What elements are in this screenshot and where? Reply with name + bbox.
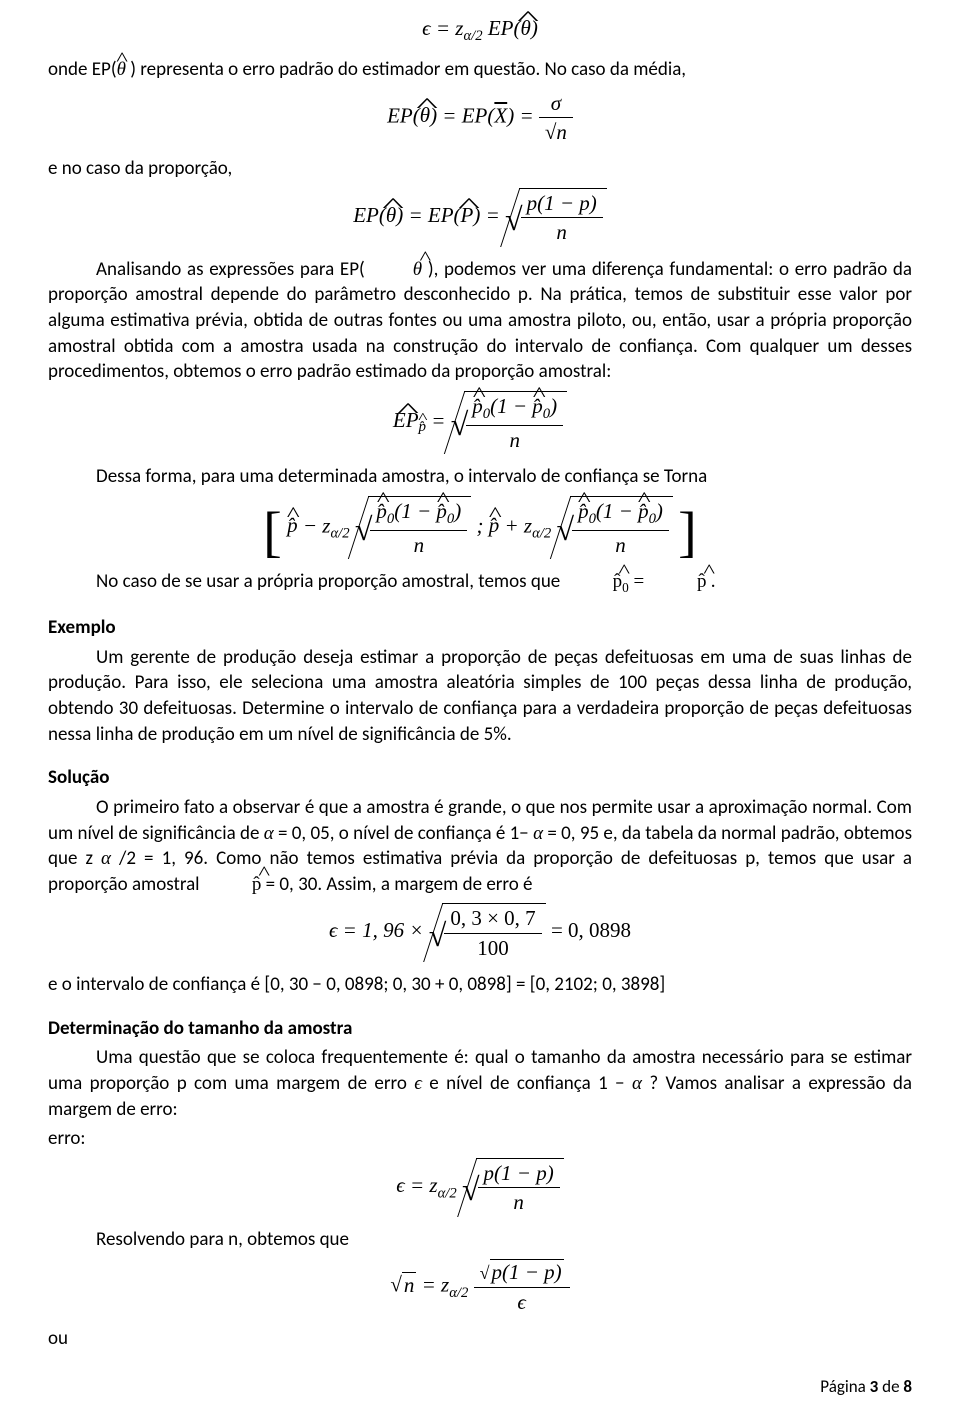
feh-lhs: EP <box>393 406 419 434</box>
fp-theta: θ <box>386 201 396 229</box>
footer-label-b: de <box>878 1376 903 1397</box>
fm-theta: θ <box>420 101 430 129</box>
para-1: onde EP(θ ) representa o erro padrão do … <box>48 57 912 83</box>
fm-xbar: X <box>494 103 507 127</box>
fp-P: P <box>461 201 474 229</box>
formula-eps-general: ϵ = zα/2 √ p(1 − p) n <box>48 1158 912 1217</box>
fm-c: ) = <box>507 103 533 127</box>
formula-ep-prop: EP(θ) = EP(P) = √ p(1 − p) n <box>48 188 912 247</box>
formula-interval: [ p̂ − zα/2 √ p̂0(1 − p̂0) n ; p̂ + zα/2… <box>48 496 912 559</box>
para-3: Analisando as expressões para EP(θ ), po… <box>48 257 912 385</box>
p3-theta: θ <box>365 257 422 283</box>
p5a: No caso de se usar a própria proporção a… <box>96 570 565 593</box>
lbracket: [ <box>263 501 282 563</box>
fp-den: n <box>521 218 603 246</box>
formula-sqrt-n: √n = zα/2 √p(1 − p) ϵ <box>48 1258 912 1316</box>
fp-c: ) = <box>473 203 499 227</box>
footer-total: 8 <box>903 1376 912 1397</box>
footer-label-a: Página <box>820 1376 869 1397</box>
p3a: Analisando as expressões para EP( <box>96 258 365 281</box>
para-det-1: Uma questão que se coloca frequentemente… <box>48 1045 912 1122</box>
para-exemplo: Um gerente de produção deseja estimar a … <box>48 645 912 748</box>
p1-theta: θ <box>117 57 126 83</box>
fp-b: ) = EP( <box>396 203 460 227</box>
heading-solucao: Solução <box>48 765 912 791</box>
para-det-2: Resolvendo para n, obtemos que <box>48 1227 912 1253</box>
p5-eq: p̂0 = p̂ <box>565 571 707 592</box>
p1b: ) representa o erro padrão do estimador … <box>126 58 686 81</box>
fp-rad: p(1 − p) n <box>519 188 607 247</box>
heading-determinacao: Determinação do tamanho da amostra <box>48 1016 912 1042</box>
formula-ep-mean: EP(θ) = EP(X) = σ √n <box>48 89 912 147</box>
page-footer: Página 3 de 8 <box>820 1376 912 1397</box>
formula-ep-hat: EPp̂ = √ p̂0(1 − p̂0) n <box>48 391 912 454</box>
para-sol-2: e o intervalo de confiança é [0, 30 − 0,… <box>48 972 912 998</box>
formula-epsilon: ϵ = zα/2 EP(θ) <box>48 14 912 47</box>
feh-den: n <box>466 426 563 454</box>
feh-rad: p̂0(1 − p̂0) n <box>464 391 567 454</box>
fm-den: √n <box>539 118 573 146</box>
para-4: Dessa forma, para uma determinada amostr… <box>48 464 912 490</box>
fm-frac: σ √n <box>539 89 573 147</box>
document-body: ϵ = zα/2 EP(θ) onde EP(θ ) representa o … <box>48 0 912 1352</box>
para-2: e no caso da proporção, <box>48 156 912 182</box>
rbracket: ] <box>678 501 697 563</box>
feh-num: p̂0(1 − p̂0) <box>466 392 563 426</box>
fp-num: p(1 − p) <box>521 189 603 218</box>
footer-page: 3 <box>870 1376 879 1397</box>
f0-zsub: α/2 <box>463 28 482 44</box>
formula-eps-numeric: ϵ = 1, 96 × √ 0, 3 × 0, 7 100 = 0, 0898 <box>48 903 912 962</box>
heading-exemplo: Exemplo <box>48 615 912 641</box>
f0-lhs: ϵ = <box>422 16 450 40</box>
para-erro: erro: <box>48 1126 912 1152</box>
fm-b: ) = EP( <box>430 103 494 127</box>
fm-sigma: σ <box>539 89 573 118</box>
f0-theta: θ <box>521 14 531 42</box>
para-5: No caso de se usar a própria proporção a… <box>48 569 912 597</box>
para-ou: ou <box>48 1326 912 1352</box>
para-sol-1: O primeiro fato a observar é que a amost… <box>48 795 912 898</box>
p1a: onde EP( <box>48 58 117 81</box>
feh-sub: p̂ <box>419 419 427 435</box>
